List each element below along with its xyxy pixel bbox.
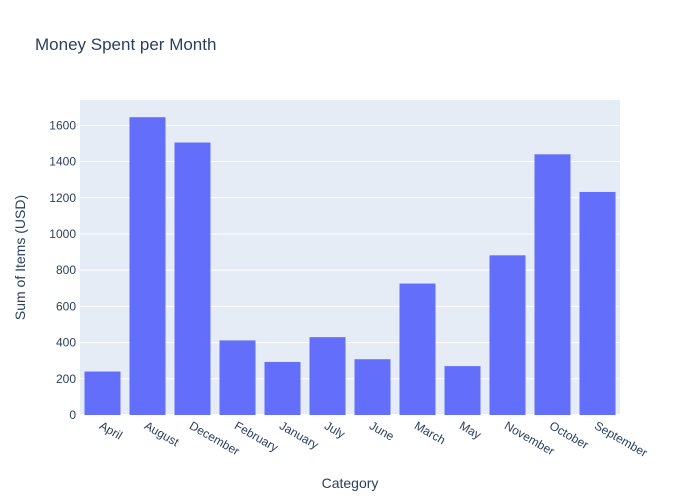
bar-july[interactable] bbox=[309, 337, 346, 415]
x-tick-label: June bbox=[367, 418, 397, 443]
x-tick-label: April bbox=[97, 418, 125, 442]
y-tick-label: 1400 bbox=[49, 155, 76, 169]
y-tick-label: 800 bbox=[56, 263, 76, 277]
bar-september[interactable] bbox=[579, 191, 616, 415]
bar-november[interactable] bbox=[489, 255, 526, 415]
bar-march[interactable] bbox=[399, 283, 436, 415]
x-axis-title: Category bbox=[322, 475, 379, 491]
y-axis-ticks: 0 200 400 600 800 1000 1200 1400 1600 bbox=[49, 118, 76, 422]
y-axis-title: Sum of Items (USD) bbox=[12, 195, 28, 320]
bar-october[interactable] bbox=[534, 154, 571, 415]
x-tick-label: January bbox=[277, 418, 321, 451]
x-tick-label: July bbox=[322, 418, 347, 441]
y-tick-label: 1000 bbox=[49, 227, 76, 241]
plot-area bbox=[80, 100, 620, 415]
x-tick-label: September bbox=[592, 418, 650, 459]
gridlines bbox=[80, 124, 620, 416]
bar-february[interactable] bbox=[219, 340, 256, 415]
y-tick-label: 400 bbox=[56, 336, 76, 350]
bar-december[interactable] bbox=[174, 142, 211, 416]
bar-may[interactable] bbox=[444, 366, 481, 415]
bar-august[interactable] bbox=[129, 117, 166, 415]
y-tick-label: 600 bbox=[56, 299, 76, 313]
bar-january[interactable] bbox=[264, 361, 301, 415]
chart-title: Money Spent per Month bbox=[35, 35, 216, 54]
x-tick-label: December bbox=[187, 418, 242, 458]
bars bbox=[84, 117, 616, 416]
y-tick-label: 1600 bbox=[49, 118, 76, 132]
y-tick-label: 200 bbox=[56, 372, 76, 386]
y-tick-label: 0 bbox=[69, 408, 76, 422]
x-tick-label: November bbox=[502, 418, 557, 458]
bar-june[interactable] bbox=[354, 359, 391, 415]
bar-april[interactable] bbox=[84, 371, 121, 415]
x-tick-label: May bbox=[457, 418, 484, 441]
y-tick-label: 1200 bbox=[49, 191, 76, 205]
x-tick-label: March bbox=[412, 418, 448, 447]
x-tick-label: August bbox=[142, 418, 182, 449]
